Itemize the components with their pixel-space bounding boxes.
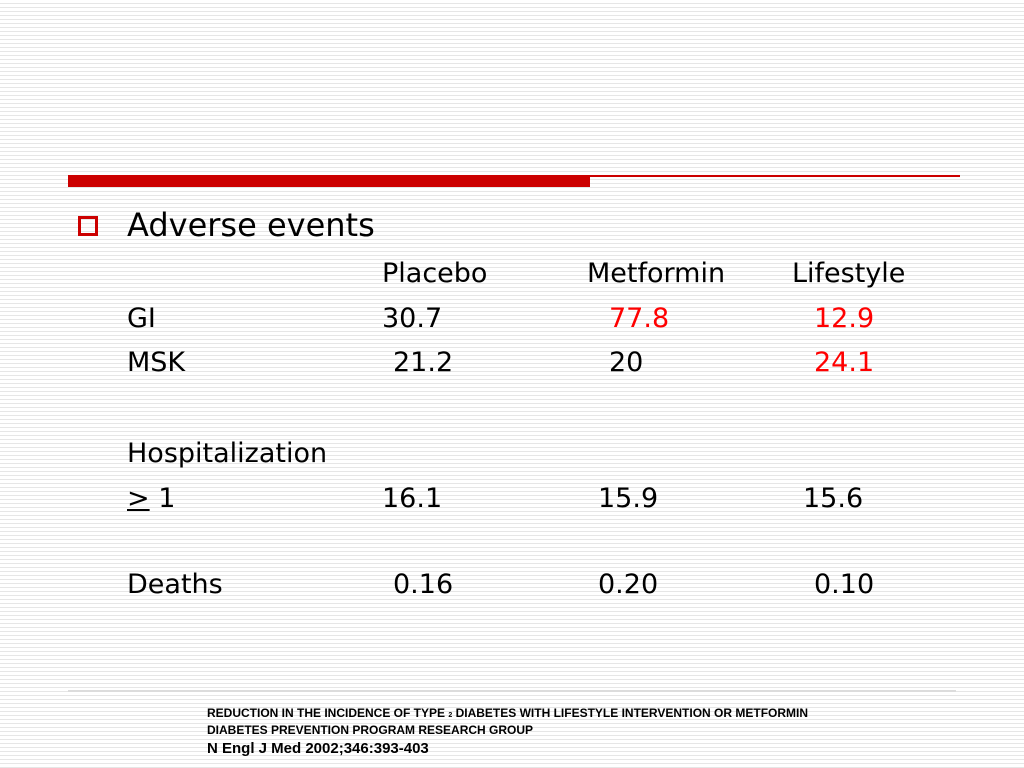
reference-group: DIABETES PREVENTION PROGRAM RESEARCH GRO… — [207, 723, 534, 737]
title-accent-bar — [68, 175, 590, 187]
column-header-placebo: Placebo — [382, 258, 488, 289]
cell-msk-placebo: 21.2 — [393, 347, 454, 378]
cell-deaths-metformin: 0.20 — [598, 569, 659, 600]
cell-gi-placebo: 30.7 — [382, 303, 443, 334]
row-label-gi: GI — [127, 303, 156, 334]
reference-title-type-number: 2 — [448, 712, 453, 719]
greater-equal-symbol: > — [127, 483, 150, 514]
row-label-msk: MSK — [127, 347, 186, 378]
cell-hosp-placebo: 16.1 — [382, 483, 443, 514]
row-label-hospitalization: Hospitalization — [127, 438, 328, 469]
cell-gi-lifestyle: 12.9 — [814, 303, 875, 334]
cell-deaths-lifestyle: 0.10 — [814, 569, 875, 600]
reference-journal: N Engl J Med 2002;346:393-403 — [207, 740, 429, 757]
reference-title: REDUCTION IN THE INCIDENCE OF TYPE 2 DIA… — [207, 705, 808, 724]
row-label-deaths: Deaths — [127, 569, 223, 600]
column-header-metformin: Metformin — [587, 258, 726, 289]
cell-msk-lifestyle: 24.1 — [814, 347, 875, 378]
row-label-hospitalization-count: > 1 — [127, 481, 175, 517]
column-header-lifestyle: Lifestyle — [792, 258, 906, 289]
row-label-count: 1 — [149, 483, 176, 514]
cell-hosp-metformin: 15.9 — [598, 483, 659, 514]
cell-gi-metformin: 77.8 — [609, 303, 670, 334]
cell-hosp-lifestyle: 15.6 — [803, 483, 864, 514]
cell-deaths-placebo: 0.16 — [393, 569, 454, 600]
cell-msk-metformin: 20 — [609, 347, 644, 378]
square-bullet-icon — [78, 216, 98, 236]
slide-heading: Adverse events — [127, 206, 375, 244]
reference-title-part2: DIABETES WITH LIFESTYLE INTERVENTION OR … — [452, 706, 809, 720]
reference-title-part1: REDUCTION IN THE INCIDENCE OF TYPE — [207, 706, 449, 720]
footer-divider — [68, 690, 956, 692]
title-accent-line — [590, 175, 960, 177]
